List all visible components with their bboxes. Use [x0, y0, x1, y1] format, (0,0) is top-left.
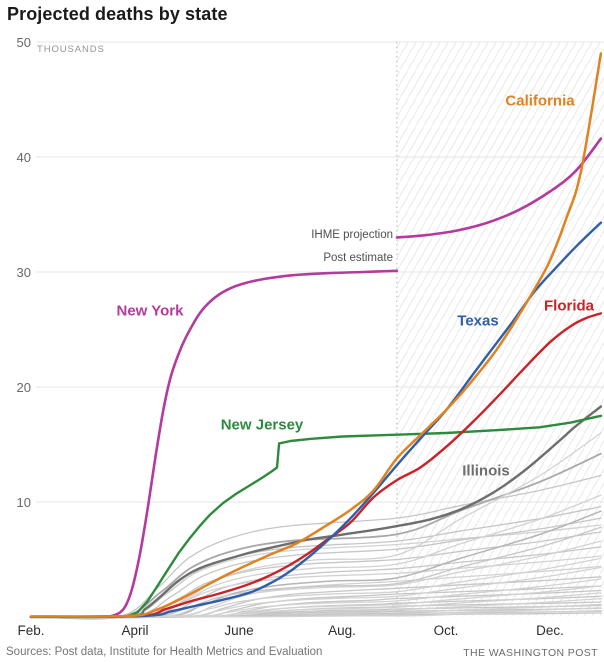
footer-credit: THE WASHINGTON POST [463, 647, 598, 659]
x-axis-tick-april: April [121, 623, 149, 638]
y-axis-tick-30: 30 [16, 265, 31, 280]
footer-sources: Sources: Post data, Institute for Health… [6, 646, 323, 658]
x-axis-tick-oct: Oct. [433, 623, 459, 638]
series-label-illinois: Illinois [462, 462, 510, 480]
y-axis-tick-50: 50 [16, 35, 31, 50]
series-label-california: California [505, 92, 575, 110]
x-axis-tick-feb: Feb. [17, 623, 45, 638]
series-label-florida: Florida [543, 297, 595, 315]
x-axis-tick-dec: Dec. [536, 623, 564, 638]
y-axis-tick-20: 20 [16, 380, 31, 395]
series-label-texas: Texas [457, 312, 499, 330]
annotation-ihme-projection: IHME projection [311, 229, 393, 241]
y-axis-tick-10: 10 [16, 495, 31, 510]
chart-title: Projected deaths by state [7, 4, 228, 24]
series-label-new-jersey: New Jersey [220, 416, 304, 434]
annotation-post-estimate: Post estimate [323, 252, 393, 264]
x-axis-tick-aug: Aug. [328, 623, 356, 638]
y-axis-tick-40: 40 [16, 150, 31, 165]
y-axis-unit-label: THOUSANDS [37, 44, 105, 55]
x-axis-tick-june: June [224, 623, 254, 638]
series-label-new-york: New York [116, 302, 184, 320]
